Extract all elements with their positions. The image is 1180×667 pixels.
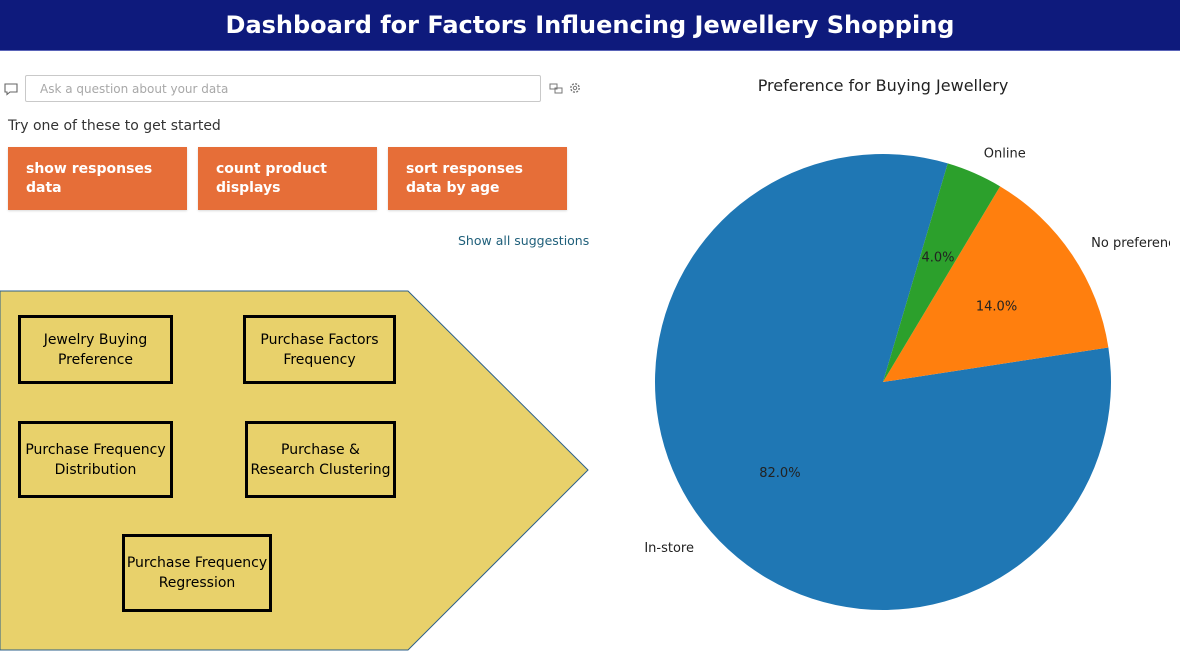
nav-button-purchase-frequency-regression[interactable]: Purchase Frequency Regression bbox=[122, 534, 272, 612]
gear-icon[interactable] bbox=[568, 81, 582, 95]
pie-pct-label: 4.0% bbox=[921, 251, 954, 266]
chat-icon bbox=[4, 82, 18, 96]
header-bar: Dashboard for Factors Influencing Jewell… bbox=[0, 0, 1180, 51]
ask-question-input[interactable] bbox=[25, 75, 541, 102]
pie-chart: Preference for Buying Jewellery 82.0% In-… bbox=[644, 76, 1170, 610]
nav-button-jewelry-buying-preference[interactable]: Jewelry Buying Preference bbox=[18, 315, 173, 384]
nav-button-purchase-research-clustering[interactable]: Purchase & Research Clustering bbox=[245, 421, 396, 498]
suggestion-sort-responses-button[interactable]: sort responses data by age bbox=[388, 147, 567, 210]
show-all-suggestions-link[interactable]: Show all suggestions bbox=[458, 233, 590, 248]
pie-slice-online bbox=[883, 163, 1001, 382]
pie-category-label: No preference bbox=[1091, 236, 1170, 251]
pie-slice-in-store bbox=[655, 153, 1111, 610]
pie-category-label: In-store bbox=[644, 541, 694, 556]
chart-title: Preference for Buying Jewellery bbox=[758, 76, 1009, 95]
qa-convert-icon[interactable] bbox=[549, 81, 563, 95]
suggestion-count-product-button[interactable]: count product displays bbox=[198, 147, 377, 210]
pie-pct-label: 82.0% bbox=[759, 466, 800, 481]
pie-pct-label: 14.0% bbox=[976, 300, 1017, 315]
nav-button-purchase-frequency-distribution[interactable]: Purchase Frequency Distribution bbox=[18, 421, 173, 498]
navigation-panel bbox=[0, 290, 589, 651]
page-title: Dashboard for Factors Influencing Jewell… bbox=[225, 11, 955, 39]
try-suggestions-label: Try one of these to get started bbox=[8, 118, 221, 134]
pie-category-label: Online bbox=[984, 146, 1026, 161]
suggestion-show-responses-button[interactable]: show responses data bbox=[8, 147, 187, 210]
nav-button-purchase-factors-frequency[interactable]: Purchase Factors Frequency bbox=[243, 315, 396, 384]
pie-slice-no-preference bbox=[883, 186, 1109, 382]
